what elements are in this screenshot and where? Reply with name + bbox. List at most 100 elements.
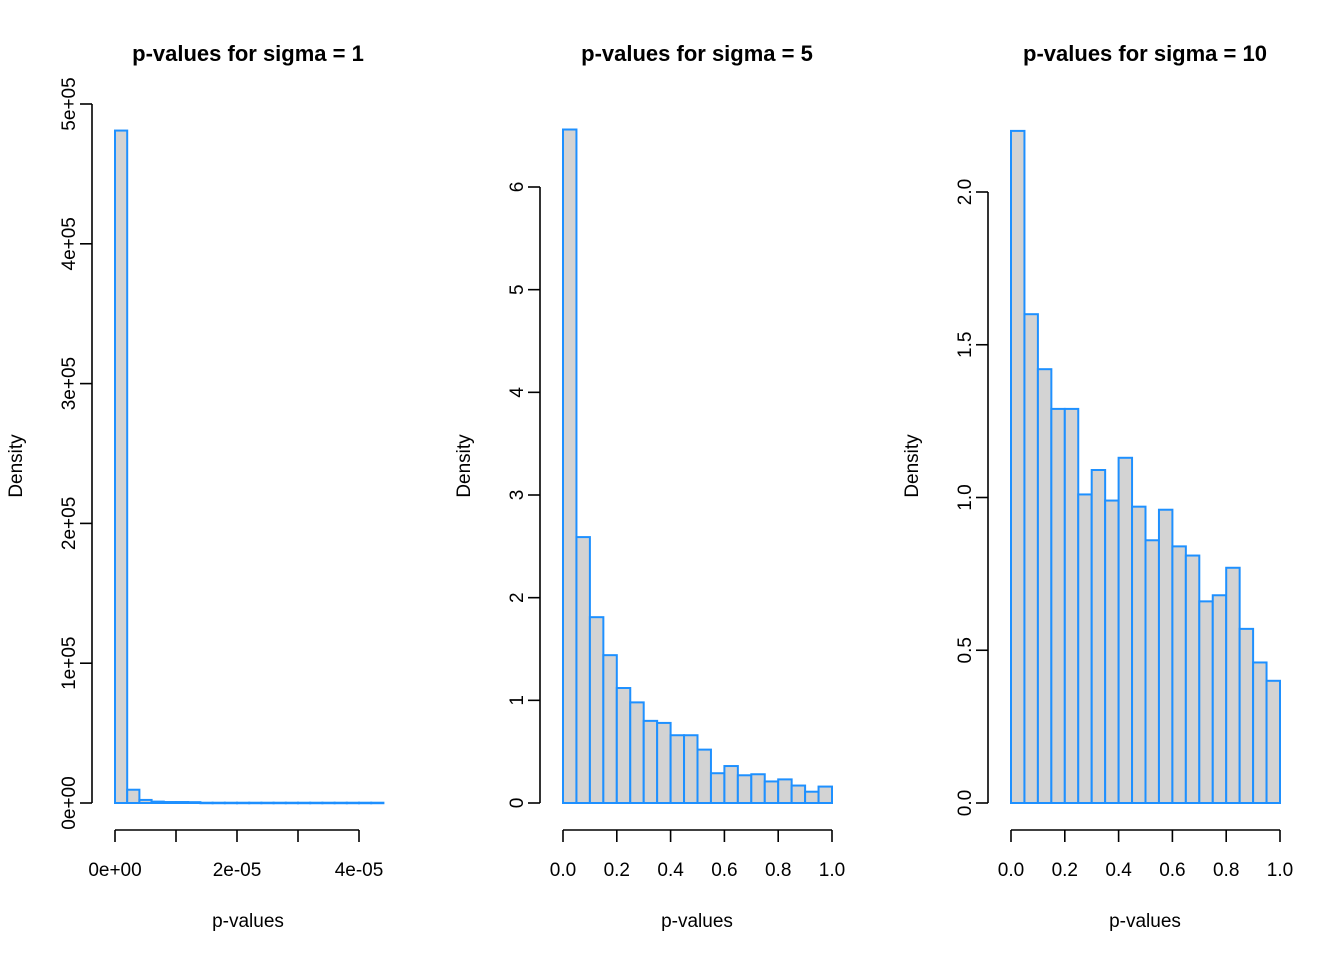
y-tick-label: 0.0 (955, 790, 976, 816)
x-tick-label: 0.8 (765, 860, 791, 881)
histogram-bar (1050, 407, 1066, 804)
histogram-bar (175, 801, 190, 805)
histogram-bar (629, 701, 645, 804)
x-axis: 0.0 0.2 0.4 0.6 0.8 1.0 (550, 829, 845, 881)
histogram-bar (187, 801, 202, 804)
x-axis: 0e+00 2e-05 4e-05 (88, 829, 384, 881)
histogram-bar (370, 801, 385, 805)
x-axis-label: p-values (1109, 911, 1181, 932)
y-tick-label: 5e+05 (59, 77, 80, 130)
histogram-bar (1157, 508, 1174, 804)
histogram-bar (1265, 679, 1282, 804)
y-tick-label: 0.5 (955, 637, 976, 663)
histogram-bar (260, 801, 275, 805)
histogram-bar (602, 654, 618, 804)
histogram-bar (750, 773, 766, 805)
histogram-bar (1104, 499, 1120, 804)
y-axis: 0 1 2 3 4 5 6 (507, 182, 541, 809)
y-tick-label: 6 (507, 182, 528, 193)
bars (1010, 129, 1282, 805)
histogram-bar (272, 801, 287, 805)
panel-sigma-10: p-values for sigma = 10 Density p-values… (902, 41, 1293, 932)
histogram-bar (1036, 368, 1053, 804)
y-tick-label: 1e+05 (59, 637, 80, 690)
histogram-bar (126, 788, 141, 804)
x-tick-label: 0.4 (657, 860, 684, 881)
histogram-bar (790, 784, 807, 805)
histogram-bar (562, 128, 578, 805)
bars (562, 128, 833, 805)
x-tick-label: 0.4 (1105, 860, 1132, 881)
histogram-bar (1198, 600, 1214, 804)
histogram-bar (777, 778, 793, 804)
x-tick-label: 0.0 (550, 860, 576, 881)
y-tick-label: 0 (507, 798, 528, 809)
histogram-bar (817, 785, 833, 804)
histogram-bar (1023, 313, 1039, 804)
panel-title: p-values for sigma = 5 (581, 41, 813, 66)
histogram-bar (1077, 493, 1093, 804)
histogram-bar (199, 801, 214, 805)
histogram-bar (1131, 505, 1147, 804)
histogram-bar (345, 801, 360, 805)
histogram-bar (248, 801, 263, 805)
y-tick-label: 2.0 (955, 179, 976, 205)
histogram-bar (1211, 594, 1228, 805)
histogram-bar (1238, 627, 1255, 804)
histogram-bar (615, 687, 632, 804)
histogram-bar (736, 774, 753, 805)
y-tick-label: 3e+05 (59, 357, 80, 410)
histogram-bar (297, 801, 312, 805)
histogram-bar (1171, 545, 1187, 804)
histogram-bar (223, 801, 239, 805)
y-axis-label: Density (902, 434, 923, 498)
y-tick-label: 2e+05 (59, 497, 80, 550)
y-axis: 0e+00 1e+05 2e+05 3e+05 4e+05 5e+05 (59, 77, 93, 830)
x-tick-label: 1.0 (1267, 860, 1293, 881)
x-tick-label: 1.0 (819, 860, 845, 881)
histogram-bar (358, 801, 373, 805)
histogram-bar (588, 616, 605, 804)
histogram-bar (309, 801, 324, 805)
histogram-bar (236, 801, 251, 805)
histogram-bar (211, 801, 226, 805)
x-axis-label: p-values (661, 911, 733, 932)
y-axis-label: Density (454, 434, 475, 498)
histogram-bar (669, 734, 686, 804)
histogram-bar (1144, 539, 1160, 805)
histogram-bar (575, 536, 591, 804)
x-axis-label: p-values (212, 911, 284, 932)
x-tick-label: 4e-05 (335, 860, 384, 881)
y-tick-label: 5 (507, 284, 528, 295)
x-tick-label: 2e-05 (213, 860, 262, 881)
x-tick-label: 0.8 (1213, 860, 1239, 881)
y-tick-label: 3 (507, 490, 528, 501)
histogram-bar (162, 801, 178, 805)
y-axis-label: Density (6, 434, 27, 498)
panel-sigma-1: p-values for sigma = 1 Density p-values … (6, 41, 385, 932)
histogram-bar (1252, 661, 1268, 804)
histogram-bar (1010, 129, 1026, 804)
x-tick-label: 0.0 (998, 860, 1024, 881)
x-axis: 0.0 0.2 0.4 0.6 0.8 1.0 (998, 829, 1293, 881)
histogram-bar (696, 748, 712, 805)
histogram-bar (1063, 407, 1080, 804)
x-tick-label: 0.6 (1159, 860, 1185, 881)
histogram-bar (763, 780, 780, 805)
histogram-bar (284, 801, 299, 805)
y-tick-label: 2 (507, 592, 528, 603)
histogram-bar (709, 772, 726, 805)
histogram-bar (1225, 566, 1241, 805)
histogram-bar (804, 790, 820, 804)
panel-sigma-5: p-values for sigma = 5 Density p-values … (454, 41, 845, 932)
histogram-bar (138, 798, 153, 804)
histogram-bar (642, 719, 659, 804)
histogram-bar (150, 800, 165, 804)
y-tick-label: 0e+00 (59, 776, 80, 829)
y-tick-label: 1 (507, 695, 528, 706)
x-tick-label: 0e+00 (88, 860, 141, 881)
y-tick-label: 4 (507, 387, 528, 398)
panel-title: p-values for sigma = 1 (132, 41, 364, 66)
histogram-bar (656, 721, 672, 804)
histogram-bar (321, 801, 336, 805)
